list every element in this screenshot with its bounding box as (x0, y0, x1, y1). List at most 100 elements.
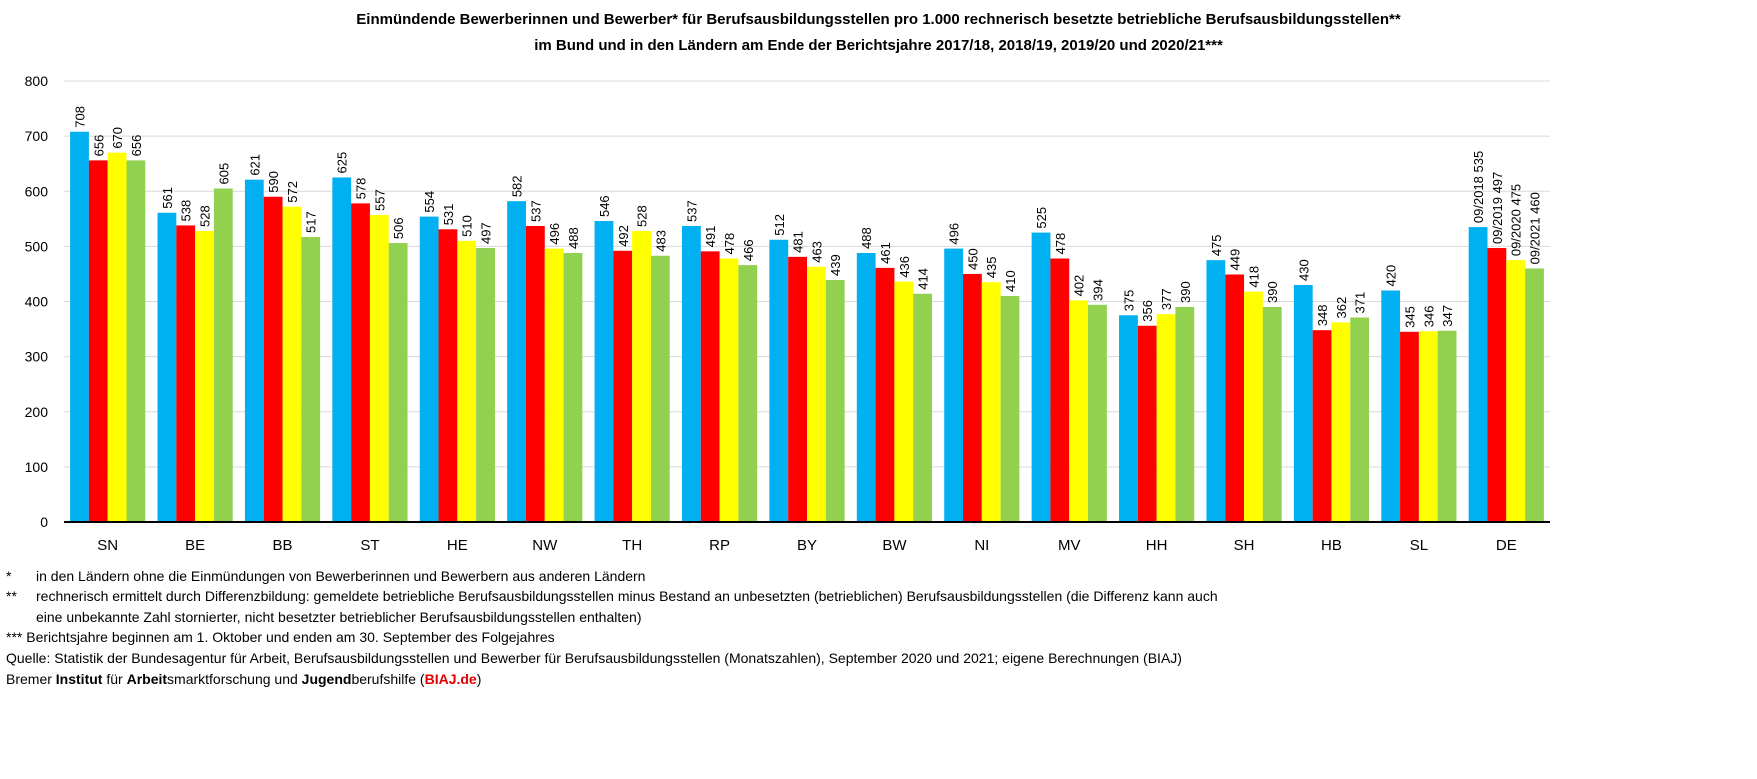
data-label: 09/2019 497 (1490, 172, 1505, 244)
x-tick-label: HB (1321, 537, 1342, 554)
bar (157, 212, 177, 522)
bar (1350, 317, 1370, 522)
y-tick-label: 0 (40, 514, 48, 530)
bar (700, 251, 720, 522)
data-label: 356 (1140, 300, 1155, 322)
data-label: 546 (597, 195, 612, 217)
bar (263, 196, 283, 522)
data-label: 377 (1159, 288, 1174, 310)
data-label: 461 (878, 242, 893, 264)
data-label: 572 (285, 181, 300, 203)
biaj-link[interactable]: BIAJ.de (424, 671, 477, 687)
data-label: 656 (91, 135, 106, 157)
data-label: 506 (391, 217, 406, 239)
y-tick-label: 700 (25, 128, 49, 144)
footnote-3: *** Berichtsjahre beginnen am 1. Oktober… (6, 629, 555, 645)
data-label: 510 (460, 215, 475, 237)
data-label: 347 (1440, 305, 1455, 327)
source-note: Quelle: Statistik der Bundesagentur für … (6, 650, 1182, 666)
bar (282, 206, 302, 522)
x-tick-label: TH (622, 537, 642, 554)
data-label: 491 (703, 226, 718, 248)
data-label: 517 (304, 211, 319, 233)
data-label: 496 (947, 223, 962, 245)
bar (1437, 330, 1457, 522)
bar (1262, 307, 1282, 522)
data-label: 450 (965, 248, 980, 270)
bar (788, 256, 807, 522)
data-label: 475 (1209, 234, 1224, 256)
bar (244, 179, 264, 522)
bar (213, 188, 233, 522)
data-label: 537 (684, 200, 699, 222)
x-tick-label: SN (97, 537, 118, 554)
data-label: 436 (897, 256, 912, 278)
bar (476, 248, 495, 522)
bar (70, 131, 89, 522)
bar (681, 225, 701, 522)
bar (107, 152, 127, 522)
data-label: 09/2018 535 (1471, 151, 1486, 223)
x-tick-label: SL (1410, 537, 1428, 554)
data-label: 420 (1384, 265, 1399, 287)
bar (1525, 268, 1544, 522)
bar (1312, 330, 1332, 522)
x-tick-label: SH (1234, 537, 1255, 554)
data-label: 537 (528, 200, 543, 222)
x-tick-label: MV (1058, 537, 1081, 554)
bar (369, 214, 389, 523)
data-label: 528 (635, 205, 650, 227)
bar (1119, 315, 1138, 522)
bar (1244, 291, 1263, 522)
bar (1418, 331, 1438, 522)
bar (457, 240, 477, 523)
data-label: 390 (1178, 281, 1193, 303)
data-label: 449 (1228, 249, 1243, 271)
x-tick-label: NI (974, 537, 989, 554)
bar (88, 160, 108, 522)
data-label: 348 (1315, 304, 1330, 326)
data-label: 578 (354, 178, 369, 200)
data-label: 492 (616, 225, 631, 247)
x-tick-label: BW (882, 537, 907, 554)
bar (650, 255, 670, 522)
data-label: 708 (73, 106, 88, 128)
bar (438, 229, 458, 522)
bar (1506, 260, 1526, 522)
data-label: 430 (1296, 259, 1311, 281)
chart-title-line-2: im Bund und in den Ländern am Ende der B… (534, 37, 1223, 54)
y-tick-label: 100 (25, 459, 49, 475)
bar (738, 265, 758, 522)
bar (1468, 227, 1488, 523)
data-label: 488 (566, 227, 581, 249)
data-label: 371 (1353, 292, 1368, 314)
y-tick-label: 200 (25, 404, 49, 420)
bar (1331, 322, 1351, 522)
bar (825, 280, 845, 522)
bar (807, 266, 826, 522)
bar (126, 160, 146, 522)
data-label: 418 (1246, 266, 1261, 288)
x-tick-label: ST (360, 537, 379, 554)
data-label: 410 (1003, 270, 1018, 292)
data-label: 478 (722, 233, 737, 255)
bar (1000, 295, 1020, 522)
bar (913, 293, 933, 522)
bar (1031, 232, 1051, 522)
data-label: 538 (179, 200, 194, 222)
data-label: 439 (828, 254, 843, 276)
data-label: 375 (1121, 290, 1136, 312)
bar (594, 221, 614, 522)
x-tick-label: BB (273, 537, 293, 554)
data-label: 390 (1265, 281, 1280, 303)
data-label: 414 (916, 268, 931, 290)
bar (963, 273, 982, 522)
footnote-2: ** rechnerisch ermittelt durch Differenzb… (6, 588, 1218, 604)
data-label: 346 (1421, 306, 1436, 328)
bar (1206, 260, 1226, 522)
footnote-2-continued: eine unbekannte Zahl stornierter, nicht … (36, 609, 642, 625)
data-label: 09/2020 475 (1509, 184, 1524, 256)
bar (632, 230, 651, 522)
x-tick-label: NW (532, 537, 558, 554)
data-label: 394 (1090, 279, 1105, 301)
